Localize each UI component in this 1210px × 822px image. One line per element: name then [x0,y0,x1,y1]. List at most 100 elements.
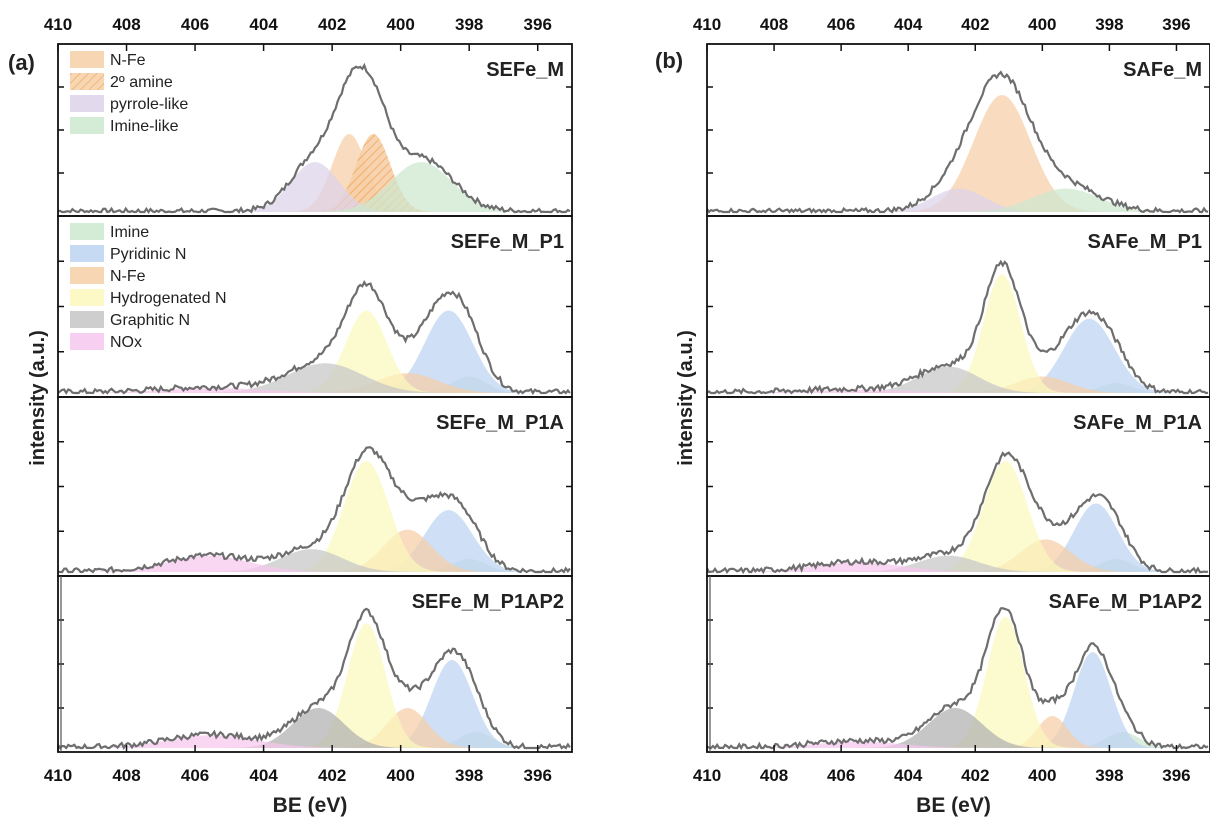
x-tick-label-top: 404 [249,15,278,34]
subplot-SEFe_M: SEFe_M N-Fe 2º amine pyrrole-like Imine-like [57,43,573,217]
x-tick-label-top: 400 [1028,15,1056,34]
peak-n-fe [58,373,572,393]
x-axis-label: BE (eV) [273,794,348,817]
subplot-SAFe_M_P1AP2: SAFe_M_P1AP2 [706,575,1210,753]
legend-swatch [70,333,104,350]
panel-label: (a) [8,50,35,75]
subplot-title: SEFe_M [486,59,564,81]
x-axis-label: BE (eV) [916,794,991,817]
peak-pyridinic-n [707,652,1210,748]
x-tick-label-top: 396 [1162,15,1190,34]
legend-swatch [70,223,104,240]
peak-pyridinic-n [58,510,572,572]
y-axis-label: intensity (a.u.) [675,330,697,466]
legend-label: Imine-like [110,118,179,135]
panel-b: (b) intensity (a.u.) BE (eV) 410 410 408 408 40… [655,15,1210,817]
legend-swatch [70,117,104,134]
subplot-title: SEFe_M_P1AP2 [412,591,564,613]
peak-graphitic-n [707,708,1210,748]
x-tick-label-top: 410 [44,15,72,34]
peak-graphitic-n [58,549,572,572]
peak-graphitic-n [707,555,1210,572]
peak-n-fe [58,529,572,572]
x-tick-label-top: 404 [894,15,923,34]
x-tick-label-top: 406 [827,15,855,34]
x-tick-label-bottom: 398 [455,766,483,785]
x-tick-label-top: 400 [386,15,414,34]
peak-imine-like [58,162,572,212]
peak-pyrrole-like [58,162,572,212]
x-tick-label-top: 408 [112,15,140,34]
peak-n-fe [707,376,1210,393]
envelope-line [57,62,571,214]
x-tick-label-top: 406 [181,15,209,34]
envelope-line [706,451,1209,575]
peak-pyrrole-like [707,188,1210,212]
peak-pyridinic-n [58,660,572,748]
subplot-title: SEFe_M_P1 [451,231,564,253]
legend-label: NOx [110,334,142,351]
subplot-title: SAFe_M_P1A [1073,412,1202,434]
subplot-title: SEFe_M_P1A [436,412,564,434]
x-tick-label-bottom: 398 [1095,766,1123,785]
envelope-line [706,607,1209,751]
x-tick-label-bottom: 410 [693,766,721,785]
legend-swatch [70,51,104,68]
legend-swatch [70,73,104,90]
y-axis-label: intensity (a.u.) [27,330,49,466]
x-tick-label-bottom: 400 [1028,766,1056,785]
legend-swatch [70,267,104,284]
legend-label: N-Fe [110,52,146,69]
x-tick-label-bottom: 400 [386,766,414,785]
x-tick-label-bottom: 406 [827,766,855,785]
peak-graphitic-n [707,366,1210,393]
peak-hydrogenated-n [707,461,1210,572]
x-tick-label-top: 398 [1095,15,1123,34]
envelope-line [57,446,571,574]
x-tick-label-top: 402 [961,15,989,34]
peak-pyridinic-n [707,318,1210,393]
x-tick-label-bottom: 402 [961,766,989,785]
legend-swatch [70,245,104,262]
envelope-line [57,279,571,396]
x-tick-label-top: 402 [318,15,346,34]
x-tick-label-top: 396 [524,15,552,34]
legend-swatch [70,95,104,112]
peak-pyridinic-n [58,310,572,393]
subplot-title: SAFe_M_P1 [1088,231,1203,253]
x-tick-label-bottom: 402 [318,766,346,785]
x-tick-label-top: 408 [760,15,788,34]
x-tick-label-bottom: 396 [1162,766,1190,785]
peak-n-fe [707,539,1210,572]
envelope-line [706,70,1209,214]
legend-label: Hydrogenated N [110,290,227,307]
panel-label: (b) [655,48,683,73]
x-tick-label-bottom: 404 [894,766,923,785]
legend-label: Imine [110,224,149,241]
legend-label: Graphitic N [110,312,190,329]
peak-graphitic-n [58,708,572,748]
x-tick-label-bottom: 406 [181,766,209,785]
legend-label: N-Fe [110,268,146,285]
subplot-title: SAFe_M_P1AP2 [1049,591,1202,613]
x-tick-label-bottom: 408 [760,766,788,785]
envelope-line [706,259,1209,396]
subplot-SEFe_M_P1A: SEFe_M_P1A [57,396,573,577]
subplot-SEFe_M_P1: SEFe_M_P1 Imine Pyridinic N N-Fe Hydrogenate… [57,215,573,398]
legend-swatch [70,311,104,328]
legend-swatch [70,289,104,306]
x-tick-label-bottom: 410 [44,766,72,785]
subplot-SAFe_M: SAFe_M [706,43,1210,217]
panel-a: (a) intensity (a.u.) BE (eV) 410 410 408 408 40… [8,15,573,817]
legend-label: Pyridinic N [110,246,186,263]
x-tick-label-bottom: 396 [524,766,552,785]
peak-imine-like [707,188,1210,212]
subplot-title: SAFe_M [1123,59,1202,81]
x-tick-label-top: 398 [455,15,483,34]
subplot-SAFe_M_P1A: SAFe_M_P1A [706,396,1210,577]
peak-pyridinic-n [707,503,1210,572]
legend-label: 2º amine [110,74,173,91]
subplot-SEFe_M_P1AP2: SEFe_M_P1AP2 [57,575,573,753]
x-tick-label-bottom: 404 [249,766,278,785]
